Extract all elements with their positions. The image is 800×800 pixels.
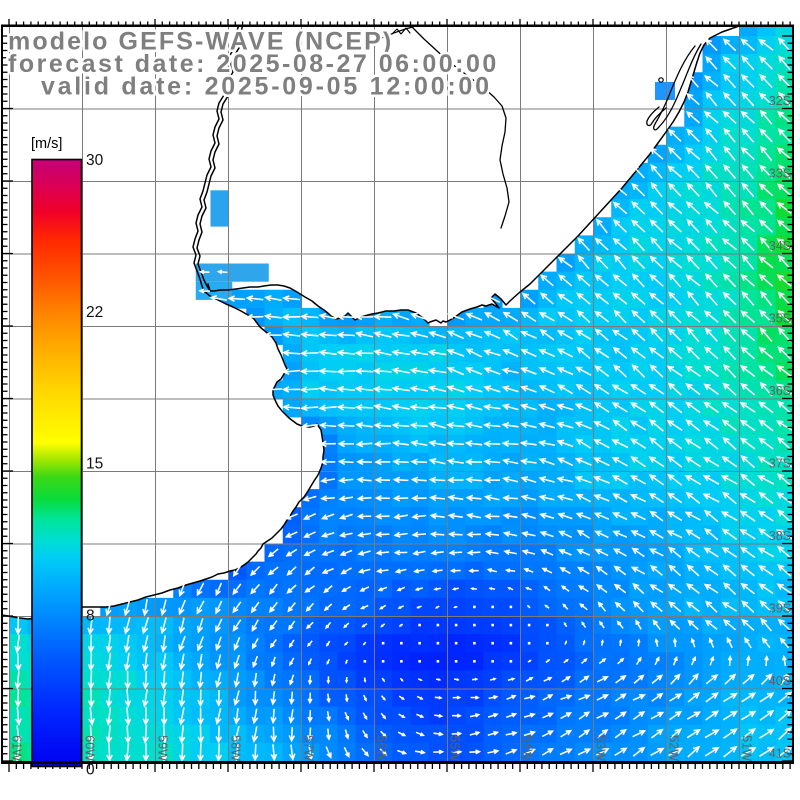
svg-text:forecast date: 2025-08-27 06:0: forecast date: 2025-08-27 06:00:00: [8, 50, 499, 78]
svg-text:8: 8: [86, 607, 95, 624]
svg-text:36S: 36S: [769, 384, 791, 398]
svg-text:56W: 56W: [375, 735, 389, 761]
svg-text:54W: 54W: [521, 735, 535, 761]
svg-text:37S: 37S: [769, 457, 791, 471]
svg-text:34S: 34S: [769, 239, 791, 253]
svg-text:52W: 52W: [667, 735, 681, 761]
svg-text:33S: 33S: [769, 167, 791, 181]
svg-text:61W: 61W: [10, 735, 24, 761]
svg-text:57W: 57W: [302, 735, 316, 761]
svg-text:0: 0: [86, 762, 95, 779]
svg-text:51W: 51W: [740, 735, 754, 761]
svg-text:15: 15: [86, 456, 103, 473]
svg-text:modelo GEFS-WAVE (NCEP): modelo GEFS-WAVE (NCEP): [8, 28, 393, 56]
svg-text:59W: 59W: [156, 735, 170, 761]
svg-text:39S: 39S: [769, 602, 791, 616]
svg-text:55W: 55W: [448, 735, 462, 761]
svg-text:35S: 35S: [769, 312, 791, 326]
svg-text:38S: 38S: [769, 529, 791, 543]
svg-text:53W: 53W: [594, 735, 608, 761]
svg-text:32S: 32S: [769, 94, 791, 108]
svg-text:30: 30: [86, 152, 104, 169]
svg-text:41S: 41S: [769, 747, 791, 761]
svg-text:58W: 58W: [229, 735, 243, 761]
svg-text:valid date: 2025-09-05 12:00:0: valid date: 2025-09-05 12:00:00: [41, 73, 492, 101]
svg-text:22: 22: [86, 304, 103, 321]
svg-text:60W: 60W: [83, 735, 97, 761]
svg-text:[m/s]: [m/s]: [31, 136, 62, 152]
svg-text:40S: 40S: [769, 674, 791, 688]
